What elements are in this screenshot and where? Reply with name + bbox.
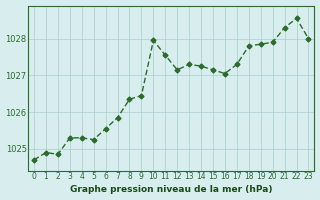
X-axis label: Graphe pression niveau de la mer (hPa): Graphe pression niveau de la mer (hPa) bbox=[70, 185, 273, 194]
